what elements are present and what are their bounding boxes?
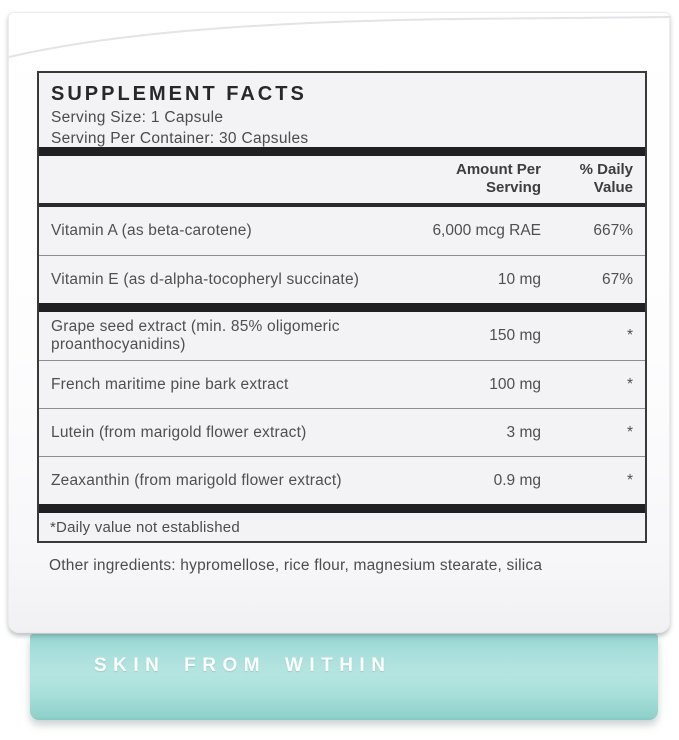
ingredient-amount: 3 mg [506, 423, 541, 441]
ingredient-name: Vitamin A (as beta-carotene) [51, 222, 252, 239]
ingredient-amount: 150 mg [489, 327, 541, 344]
table-row: Lutein (from marigold flower extract) 3 … [39, 408, 645, 456]
ingredient-amount: 0.9 mg [493, 471, 541, 489]
ingredient-amount: 100 mg [489, 375, 541, 393]
ingredient-name: Zeaxanthin (from marigold flower extract… [51, 471, 342, 489]
ingredient-daily-value: * [626, 471, 633, 489]
table-row: French maritime pine bark extract 100 mg… [39, 360, 645, 408]
ingredient-daily-value: * [626, 327, 633, 344]
ingredient-daily-value: 67% [601, 270, 633, 288]
ingredient-daily-value: 667% [593, 222, 633, 239]
brand-tagline: SKIN FROM WITHIN [94, 655, 392, 676]
box-flap-edge [9, 16, 671, 58]
ingredient-amount: 6,000 mcg RAE [432, 222, 541, 239]
header-underline-bar [39, 203, 645, 207]
ingredient-daily-value: * [626, 423, 633, 441]
daily-value-footnote: *Daily value not established [50, 518, 240, 536]
ingredient-name: Grape seed extract (min. 85% oligomeric … [51, 318, 340, 353]
table-row: Zeaxanthin (from marigold flower extract… [39, 456, 645, 504]
panel-title: SUPPLEMENT FACTS [51, 83, 307, 105]
ingredient-name: Vitamin E (as d-alpha-tocopheryl succina… [51, 270, 360, 288]
table-row: Grape seed extract (min. 85% oligomeric … [39, 312, 645, 360]
other-ingredients-text: Other ingredients: hypromellose, rice fl… [49, 557, 543, 574]
table-row: Vitamin E (as d-alpha-tocopheryl succina… [39, 255, 645, 303]
supplement-box-front: SUPPLEMENT FACTS Serving Size: 1 Capsule… [8, 12, 671, 633]
column-header-amount: Amount Per Serving [455, 161, 541, 196]
supplement-facts-panel: SUPPLEMENT FACTS Serving Size: 1 Capsule… [37, 71, 647, 543]
box-bottom-band: SKIN FROM WITHIN [30, 634, 658, 720]
panel-header: SUPPLEMENT FACTS Serving Size: 1 Capsule… [39, 73, 645, 147]
ingredient-name: Lutein (from marigold flower extract) [51, 423, 307, 441]
section-divider-bar [39, 504, 645, 513]
section-divider-bar [39, 303, 645, 312]
column-header-daily-value: % Daily Value [579, 161, 633, 196]
ingredient-daily-value: * [626, 375, 633, 393]
serving-size: Serving Size: 1 Capsule [51, 109, 224, 126]
servings-per-container: Serving Per Container: 30 Capsules [51, 130, 309, 147]
section-divider-bar [39, 147, 645, 156]
table-row: Vitamin A (as beta-carotene) 6,000 mcg R… [39, 207, 645, 255]
table-header-row: Amount Per Serving % Daily Value [39, 156, 645, 203]
ingredient-name: French maritime pine bark extract [51, 375, 289, 393]
ingredient-amount: 10 mg [497, 270, 541, 288]
